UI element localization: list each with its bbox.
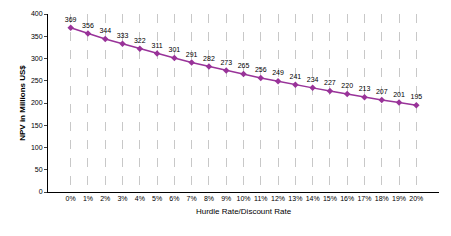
svg-text:220: 220 [341, 82, 353, 89]
svg-text:1%: 1% [83, 195, 93, 202]
svg-text:17%: 17% [357, 195, 371, 202]
svg-text:12%: 12% [271, 195, 285, 202]
svg-text:400: 400 [31, 10, 43, 17]
svg-text:0%: 0% [66, 195, 76, 202]
svg-text:200: 200 [31, 99, 43, 106]
svg-text:282: 282 [203, 55, 215, 62]
svg-text:11%: 11% [254, 195, 268, 202]
svg-text:301: 301 [169, 46, 181, 53]
svg-text:250: 250 [31, 77, 43, 84]
svg-text:19%: 19% [392, 195, 406, 202]
svg-text:207: 207 [376, 88, 388, 95]
svg-text:300: 300 [31, 55, 43, 62]
svg-text:195: 195 [410, 93, 422, 100]
svg-text:356: 356 [82, 22, 94, 29]
svg-text:14%: 14% [306, 195, 320, 202]
svg-text:9%: 9% [221, 195, 231, 202]
svg-text:322: 322 [134, 37, 146, 44]
svg-text:291: 291 [186, 51, 198, 58]
svg-text:241: 241 [290, 73, 302, 80]
svg-text:227: 227 [324, 79, 336, 86]
svg-text:NPV in Millions US$: NPV in Millions US$ [18, 65, 27, 141]
svg-text:265: 265 [238, 62, 250, 69]
svg-text:7%: 7% [187, 195, 197, 202]
svg-text:350: 350 [31, 33, 43, 40]
svg-text:201: 201 [393, 91, 405, 98]
svg-text:344: 344 [99, 27, 111, 34]
svg-text:150: 150 [31, 122, 43, 129]
svg-text:20%: 20% [409, 195, 423, 202]
svg-text:213: 213 [359, 85, 371, 92]
svg-text:18%: 18% [375, 195, 389, 202]
svg-text:10%: 10% [236, 195, 250, 202]
svg-text:6%: 6% [169, 195, 179, 202]
svg-text:100: 100 [31, 144, 43, 151]
svg-text:13%: 13% [288, 195, 302, 202]
svg-text:8%: 8% [204, 195, 214, 202]
svg-text:256: 256 [255, 66, 267, 73]
svg-text:369: 369 [65, 16, 77, 23]
svg-text:50: 50 [35, 166, 43, 173]
svg-text:Hurdle Rate/Discount Rate: Hurdle Rate/Discount Rate [196, 207, 292, 216]
svg-text:0: 0 [39, 188, 43, 195]
svg-text:333: 333 [117, 32, 129, 39]
svg-text:249: 249 [272, 69, 284, 76]
svg-text:5%: 5% [152, 195, 162, 202]
svg-text:2%: 2% [100, 195, 110, 202]
svg-text:3%: 3% [117, 195, 127, 202]
svg-text:4%: 4% [135, 195, 145, 202]
svg-text:311: 311 [152, 42, 163, 49]
svg-text:16%: 16% [340, 195, 354, 202]
svg-text:15%: 15% [323, 195, 337, 202]
svg-text:234: 234 [307, 76, 319, 83]
svg-text:273: 273 [220, 59, 232, 66]
